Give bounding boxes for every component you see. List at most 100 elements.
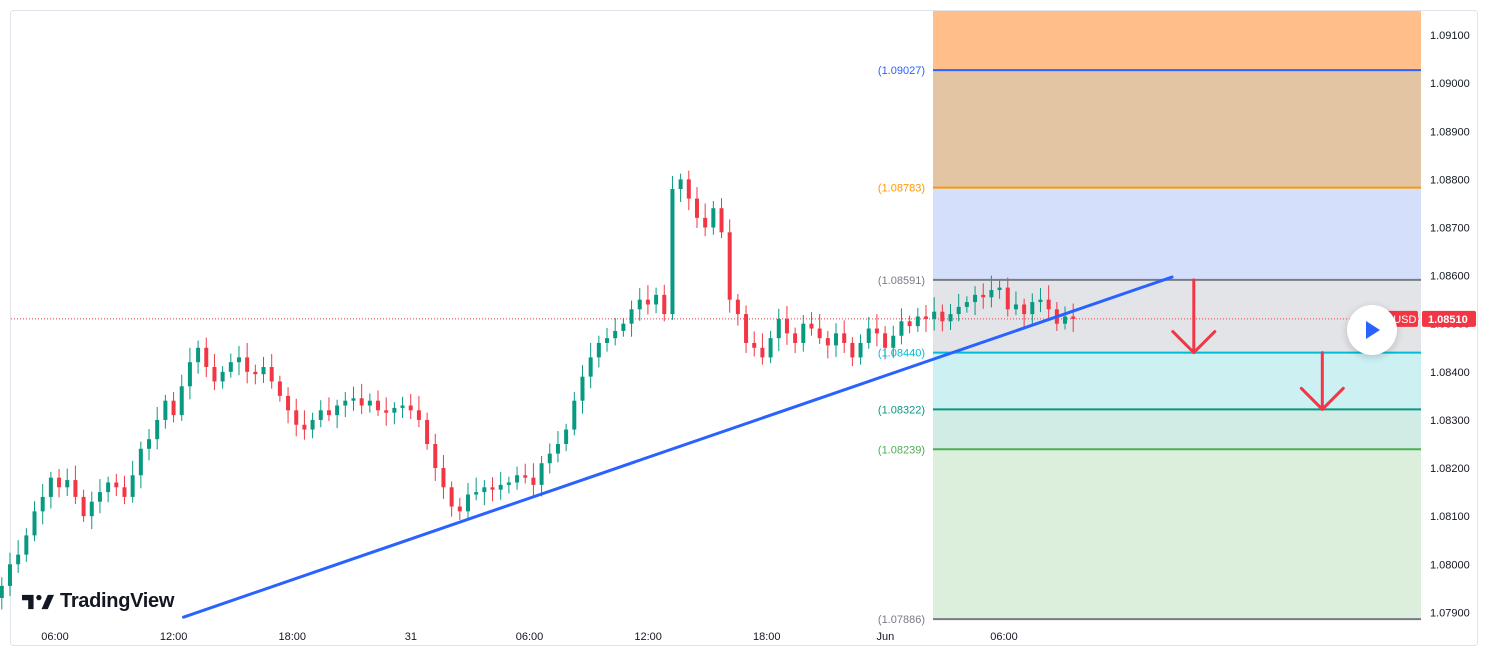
- candle: [891, 325, 896, 358]
- candle-body: [948, 314, 953, 322]
- candle-body: [973, 294, 978, 303]
- candle-body: [744, 314, 749, 343]
- candle-body: [343, 400, 348, 406]
- price-axis[interactable]: 1.09100 1.09000 1.08900 1.08800 1.08700 1.086…: [1430, 30, 1470, 619]
- candle: [114, 473, 119, 496]
- candle: [605, 328, 610, 352]
- candle: [776, 308, 781, 352]
- tradingview-wordmark: TradingView: [60, 590, 175, 612]
- tradingview-logo: TradingView: [22, 590, 174, 613]
- candle: [858, 334, 863, 365]
- candle-body: [654, 294, 659, 305]
- fib-label-4: (1.08322): [878, 404, 925, 416]
- candle: [1063, 306, 1068, 330]
- candle: [637, 288, 642, 321]
- candle-body: [449, 487, 454, 507]
- price-tick-label: 1.07900: [1430, 607, 1470, 619]
- candle-body: [359, 398, 364, 406]
- fib-label-0: (1.09027): [878, 65, 925, 77]
- candle-body: [874, 328, 879, 334]
- candle-body: [891, 335, 896, 348]
- fib-zone-2: [933, 187, 1421, 280]
- candle: [997, 280, 1002, 299]
- fib-zone-5: [933, 409, 1421, 450]
- candle-body: [294, 410, 299, 425]
- candle-body: [245, 357, 250, 372]
- candle: [236, 345, 241, 376]
- candle-body: [1022, 304, 1027, 315]
- replay-play-button[interactable]: [1347, 305, 1397, 355]
- candle-body: [629, 309, 634, 324]
- time-tick-label: 06:00: [990, 631, 1018, 643]
- candle-body: [923, 316, 928, 319]
- candle-body: [1038, 299, 1043, 303]
- candle: [425, 412, 430, 450]
- candle-body: [539, 463, 544, 485]
- candle: [964, 296, 969, 313]
- fib-levels[interactable]: (1.09027) (1.08783) (1.08591) (1.08440) (1.0…: [878, 65, 1421, 626]
- candle-body: [932, 311, 937, 319]
- candle-body: [531, 477, 536, 485]
- candle-body: [441, 468, 446, 488]
- candle: [302, 410, 307, 440]
- candle-body: [613, 330, 618, 339]
- candle: [694, 187, 699, 228]
- candle: [572, 392, 577, 436]
- candle: [899, 308, 904, 345]
- time-tick-label: 06:00: [41, 631, 69, 643]
- candle-body: [0, 585, 4, 598]
- candle-body: [956, 306, 961, 315]
- candle: [400, 396, 405, 419]
- candle: [106, 476, 111, 503]
- candle: [580, 365, 585, 414]
- candle-body: [621, 323, 626, 331]
- candle: [416, 395, 421, 428]
- candle: [286, 387, 291, 424]
- candle-body: [16, 554, 21, 565]
- candle-body: [760, 347, 765, 358]
- candle: [441, 455, 446, 499]
- candle: [187, 347, 192, 400]
- arrow-head: [1171, 330, 1217, 355]
- candle-body: [907, 321, 912, 327]
- down-arrow-1: [1299, 351, 1345, 411]
- candle-body: [302, 424, 307, 430]
- candle: [220, 366, 225, 389]
- arrows[interactable]: [1171, 278, 1345, 411]
- candle: [474, 477, 479, 501]
- candle-body: [997, 287, 1002, 291]
- candle-body: [408, 405, 413, 411]
- candle-body: [1046, 299, 1051, 310]
- candle: [670, 176, 675, 320]
- candle: [531, 463, 536, 498]
- candle: [662, 284, 667, 322]
- candle: [24, 528, 29, 562]
- candle: [179, 374, 184, 421]
- candle: [539, 456, 544, 497]
- price-tick-label: 1.08100: [1430, 511, 1470, 523]
- candle-body: [89, 501, 94, 517]
- candle: [65, 468, 70, 496]
- candle: [204, 337, 209, 378]
- candle: [73, 465, 78, 505]
- trendline[interactable]: [182, 275, 1174, 619]
- candle: [261, 356, 266, 383]
- candle: [310, 412, 315, 439]
- candle: [449, 481, 454, 517]
- time-axis[interactable]: 06:00 12:00 18:00 31 06:00 12:00 18:00 Jun 06:00: [41, 631, 1018, 643]
- candle-body: [850, 342, 855, 358]
- candle-body: [163, 400, 168, 420]
- candle-body: [711, 208, 716, 228]
- tradingview-mark-icon: [22, 594, 54, 609]
- candle-body: [866, 328, 871, 343]
- candle-body: [1030, 302, 1035, 315]
- candle-body: [564, 429, 569, 444]
- candle: [335, 399, 340, 429]
- candle: [97, 479, 102, 514]
- candle-body: [97, 492, 102, 502]
- candle-body: [253, 371, 258, 375]
- price-tick-label: 1.08200: [1430, 463, 1470, 475]
- candle: [1071, 303, 1076, 332]
- time-tick-label: Jun: [877, 631, 895, 643]
